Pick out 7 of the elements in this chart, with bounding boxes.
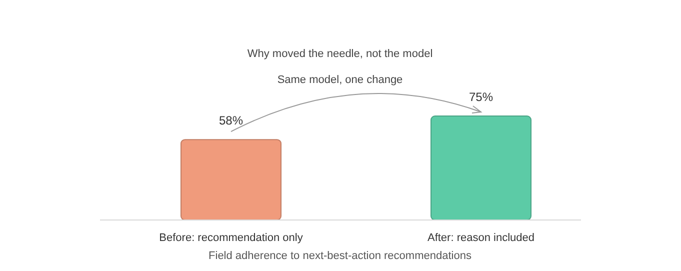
x-axis-title: Field adherence to next-best-action recommendations: [208, 250, 472, 262]
data-label: 58%: [218, 114, 244, 128]
chart-title: Why moved the needle, not the model: [247, 48, 433, 60]
x-tick-label: Before: recommendation only: [159, 232, 304, 244]
chart-subtitle: Same model, one change: [277, 74, 403, 86]
x-tick-label: After: reason included: [427, 232, 535, 244]
data-label: 75%: [468, 90, 494, 104]
